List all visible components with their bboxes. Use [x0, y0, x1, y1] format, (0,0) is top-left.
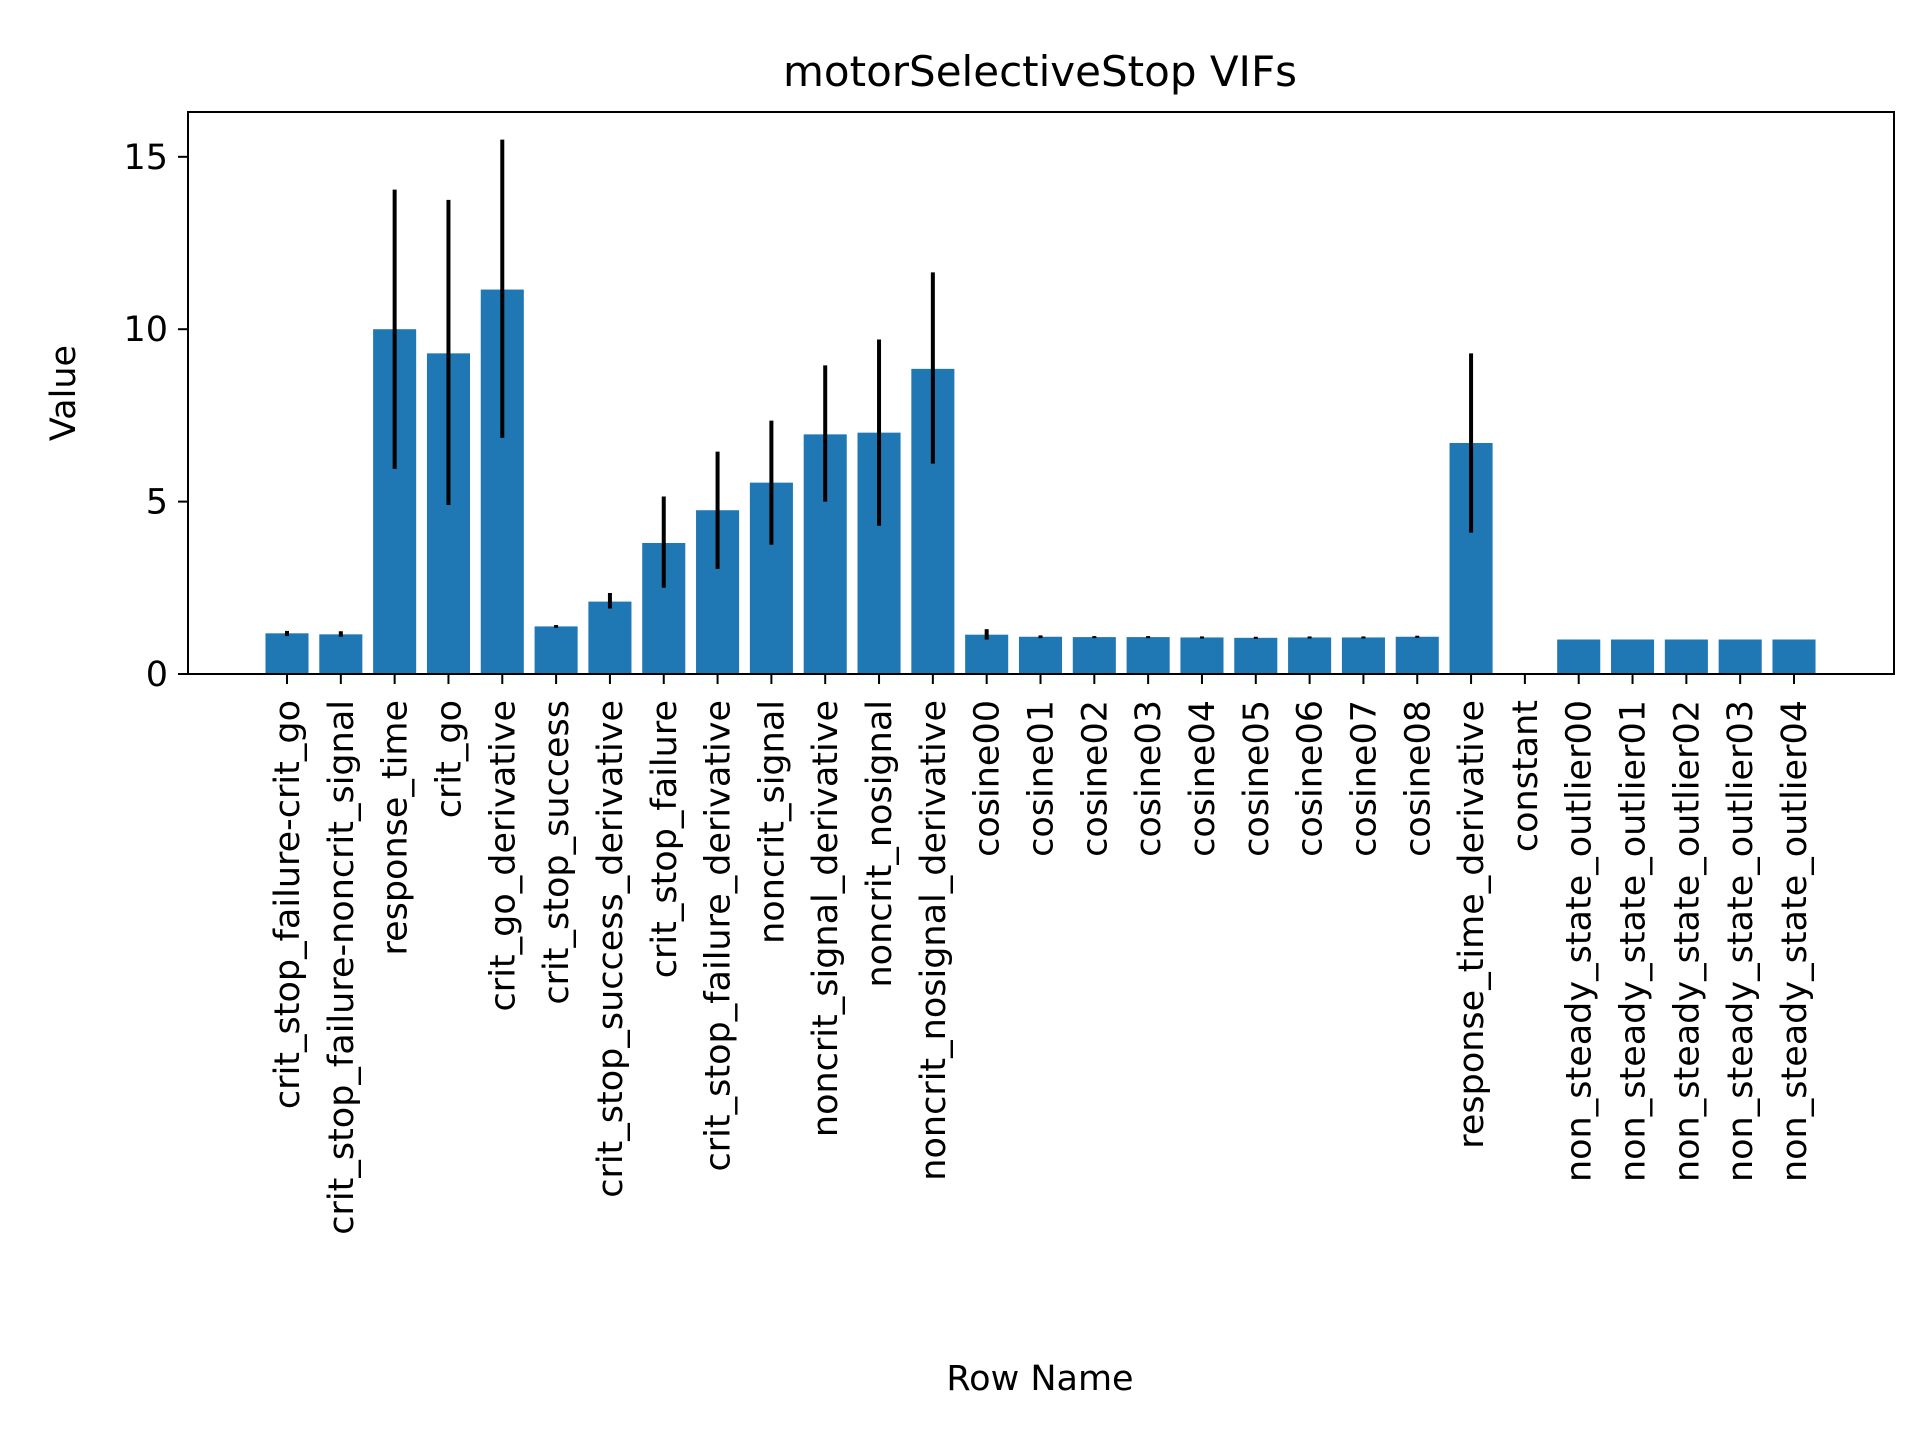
x-tick-label: crit_stop_success [537, 700, 577, 1005]
x-tick-label: response_time_derivative [1452, 700, 1492, 1149]
bar-cosine06 [1288, 637, 1332, 674]
y-axis-label: Value [44, 345, 84, 441]
x-tick-label: crit_stop_failure-noncrit_signal [322, 700, 362, 1235]
x-tick-label: non_steady_state_outlier00 [1560, 700, 1600, 1182]
y-tick-label: 10 [123, 310, 168, 350]
bar-cosine00 [965, 634, 1009, 674]
bar-cosine02 [1072, 637, 1116, 674]
bar-non_steady_state_outlier04 [1772, 639, 1816, 674]
x-tick-label: cosine08 [1398, 700, 1438, 857]
x-tick-label: noncrit_nosignal [860, 700, 900, 988]
x-tick-label: non_steady_state_outlier03 [1721, 700, 1761, 1182]
bar-cosine05 [1234, 637, 1278, 674]
x-ticks-layer: crit_stop_failure-crit_go crit_stop_failu… [268, 674, 1815, 1235]
y-tick-label: 5 [146, 483, 168, 523]
bar-cosine07 [1341, 637, 1385, 674]
x-tick-label: cosine03 [1129, 700, 1169, 857]
bar-non_steady_state_outlier01 [1611, 639, 1655, 674]
x-tick-label: crit_go [429, 700, 469, 818]
x-tick-label: non_steady_state_outlier04 [1775, 700, 1815, 1182]
bar-crit_stop_failure-noncrit_signal [319, 634, 363, 674]
y-tick-label: 0 [146, 655, 168, 695]
x-tick-label: response_time [376, 700, 416, 956]
x-tick-label: cosine04 [1183, 700, 1223, 857]
x-tick-label: noncrit_signal_derivative [806, 700, 846, 1137]
bar-non_steady_state_outlier03 [1718, 639, 1762, 674]
chart-title: motorSelectiveStop VIFs [783, 47, 1297, 96]
x-tick-label: noncrit_signal [752, 700, 792, 944]
x-tick-label: cosine05 [1237, 700, 1277, 857]
bar-crit_stop_success_derivative [588, 601, 632, 674]
x-tick-label: constant [1506, 700, 1546, 852]
bar-non_steady_state_outlier00 [1557, 639, 1601, 674]
bar-crit_stop_failure-crit_go [265, 633, 309, 674]
x-tick-label: cosine01 [1022, 700, 1062, 857]
x-tick-label: crit_stop_failure-crit_go [268, 700, 308, 1109]
y-ticks-layer: 0 5 10 15 [123, 138, 188, 695]
x-tick-label: crit_stop_failure_derivative [699, 700, 739, 1171]
x-tick-label: cosine02 [1075, 700, 1115, 857]
x-tick-label: crit_stop_failure [645, 700, 685, 978]
x-tick-label: cosine07 [1344, 700, 1384, 857]
x-tick-label: crit_stop_success_derivative [591, 700, 631, 1198]
x-axis-label: Row Name [946, 1359, 1133, 1399]
x-tick-label: non_steady_state_outlier02 [1667, 700, 1707, 1182]
x-tick-label: noncrit_nosignal_derivative [914, 700, 954, 1181]
x-tick-label: crit_go_derivative [483, 700, 523, 1011]
bar-crit_stop_success [534, 626, 578, 674]
x-tick-label: cosine00 [968, 700, 1008, 857]
bar-cosine04 [1180, 637, 1224, 674]
bar-cosine08 [1395, 636, 1439, 674]
error-bars-layer [285, 139, 1474, 640]
y-tick-label: 15 [123, 138, 168, 178]
x-tick-label: non_steady_state_outlier01 [1614, 700, 1654, 1182]
bar-cosine03 [1126, 637, 1170, 674]
bar-cosine01 [1018, 636, 1063, 674]
bars-layer [265, 289, 1816, 674]
x-tick-label: cosine06 [1291, 700, 1331, 857]
bar-non_steady_state_outlier02 [1664, 639, 1708, 674]
